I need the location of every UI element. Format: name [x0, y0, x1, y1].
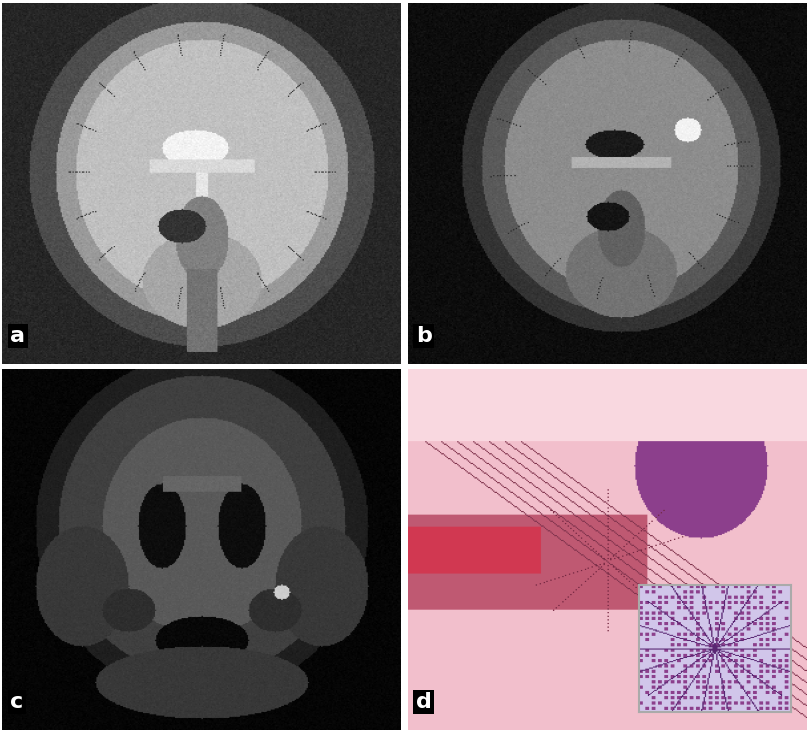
Text: c: c	[11, 692, 23, 712]
Text: a: a	[11, 326, 25, 346]
Text: d: d	[416, 692, 431, 712]
Text: b: b	[416, 326, 431, 346]
